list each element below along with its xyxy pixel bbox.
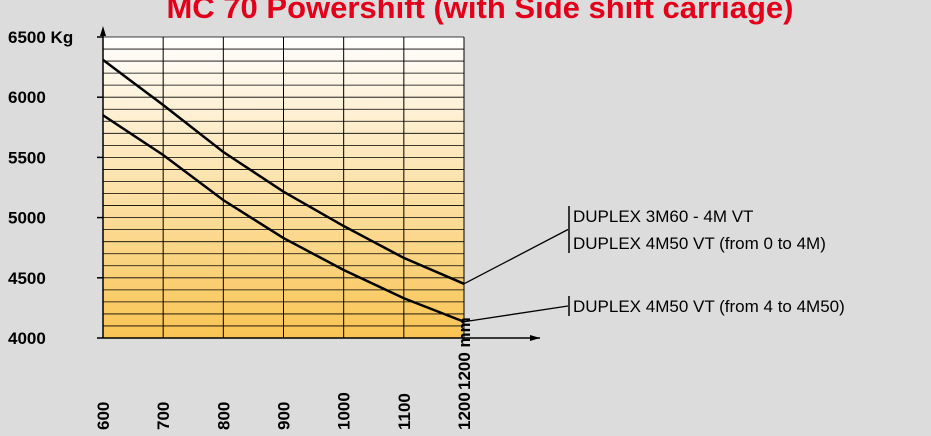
leader-line bbox=[463, 305, 569, 323]
y-tick-label: 6500 Kg bbox=[8, 28, 73, 47]
legend-label: DUPLEX 3M60 - 4M VT bbox=[573, 207, 753, 226]
x-tick-label: 800 bbox=[214, 402, 233, 430]
y-tick-label: 6000 bbox=[8, 88, 46, 107]
y-tick-label: 5000 bbox=[8, 209, 46, 228]
x-tick-label: 1000 bbox=[335, 392, 354, 430]
x-tick-label: 600 bbox=[94, 402, 113, 430]
x-tick-label: 1100 bbox=[395, 393, 414, 430]
y-tick-label: 5500 bbox=[8, 148, 46, 167]
y-tick-label: 4000 bbox=[8, 329, 46, 348]
series-line bbox=[102, 58, 465, 285]
y-tick-label: 4500 bbox=[8, 269, 46, 288]
x-axis-label: 1200 mm bbox=[455, 317, 474, 390]
legend-label: DUPLEX 4M50 VT (from 4 to 4M50) bbox=[573, 297, 845, 316]
x-tick-label: 700 bbox=[154, 402, 173, 430]
chart-title: MC 70 Powershift (with Side shift carria… bbox=[166, 0, 793, 25]
x-axis-arrow bbox=[530, 335, 540, 341]
series-line bbox=[102, 114, 465, 323]
x-tick-label: 900 bbox=[275, 402, 294, 430]
y-axis-arrow bbox=[100, 26, 106, 36]
leader-line bbox=[463, 228, 569, 285]
legend-label: DUPLEX 4M50 VT (from 0 to 4M) bbox=[573, 234, 826, 253]
x-tick-label: 1200 bbox=[455, 392, 474, 430]
